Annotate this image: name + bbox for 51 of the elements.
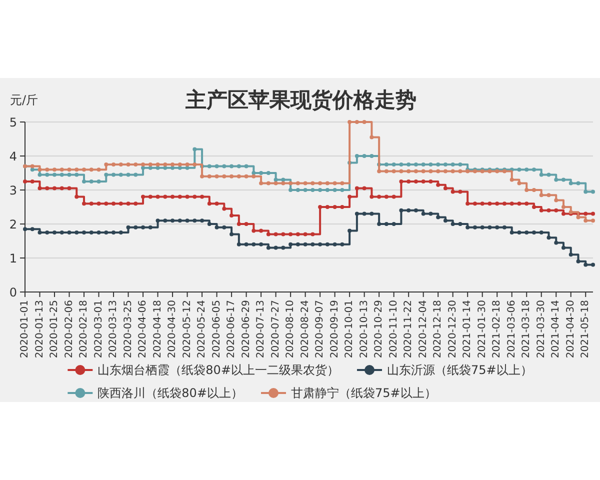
x-tick-label: 2020-07-27 bbox=[270, 300, 282, 358]
x-tick-label: 2020-12-04 bbox=[418, 300, 429, 358]
x-tick-label: 2021-01-14 bbox=[462, 300, 474, 358]
x-tick-label: 2021-05-18 bbox=[580, 300, 592, 358]
x-tick-label: 2021-04-30 bbox=[565, 300, 576, 358]
x-tick-label: 2020-05-24 bbox=[196, 300, 208, 358]
y-tick-label: 1 bbox=[9, 252, 17, 266]
x-tick-label: 2020-03-25 bbox=[122, 300, 134, 358]
x-tick-label: 2020-04-18 bbox=[152, 300, 164, 358]
x-tick-label: 2020-08-24 bbox=[300, 300, 311, 358]
x-tick-label: 2020-12-30 bbox=[447, 300, 458, 358]
y-tick-label: 3 bbox=[9, 184, 17, 198]
x-tick-label: 2020-02-18 bbox=[78, 300, 90, 358]
x-tick-label: 2021-03-30 bbox=[536, 300, 547, 358]
x-tick-label: 2021-01-30 bbox=[476, 300, 488, 358]
x-tick-label: 2020-06-17 bbox=[226, 300, 238, 358]
x-tick-label: 2020-09-19 bbox=[329, 300, 340, 358]
x-tick-label: 2020-01-25 bbox=[49, 300, 60, 358]
y-tick-label: 4 bbox=[9, 150, 17, 164]
y-axis-title: 元/斤 bbox=[10, 93, 38, 107]
legend-label: 甘肃静宁（纸袋75#以上） bbox=[291, 386, 436, 400]
x-tick-label: 2020-10-13 bbox=[358, 300, 370, 358]
x-tick-label: 2020-07-13 bbox=[256, 300, 267, 358]
x-tick-label: 2020-04-06 bbox=[138, 300, 149, 358]
x-tick-label: 2020-11-22 bbox=[403, 300, 414, 358]
x-tick-label: 2020-10-01 bbox=[344, 300, 356, 358]
x-tick-label: 2020-03-13 bbox=[108, 300, 120, 358]
y-tick-label: 5 bbox=[9, 116, 17, 130]
x-tick-label: 2020-08-10 bbox=[285, 300, 296, 358]
x-tick-label: 2021-04-14 bbox=[550, 300, 562, 358]
legend-label: 山东沂源（纸袋75#以上） bbox=[387, 363, 532, 377]
x-tick-label: 2020-03-01 bbox=[93, 300, 104, 358]
x-tick-label: 2021-03-06 bbox=[506, 300, 518, 358]
x-tick-label: 2020-11-10 bbox=[388, 300, 400, 358]
legend-label: 陕西洛川（纸袋80#以上） bbox=[98, 386, 243, 400]
x-tick-label: 2020-02-06 bbox=[64, 300, 75, 358]
x-tick-label: 2020-12-18 bbox=[432, 300, 444, 358]
x-tick-label: 2020-10-29 bbox=[374, 300, 385, 358]
x-tick-label: 2021-02-18 bbox=[492, 300, 503, 358]
x-tick-label: 2020-04-30 bbox=[167, 300, 178, 358]
legend-label: 山东烟台栖霞（纸袋80#以上一二级果农货） bbox=[98, 363, 339, 377]
x-tick-label: 2020-09-07 bbox=[314, 300, 326, 358]
x-tick-label: 2020-06-05 bbox=[211, 300, 222, 358]
x-tick-label: 2020-05-12 bbox=[182, 300, 193, 358]
chart-title: 主产区苹果现货价格走势 bbox=[184, 88, 416, 112]
y-tick-label: 0 bbox=[9, 286, 17, 300]
x-tick-label: 2020-01-13 bbox=[34, 300, 46, 358]
y-tick-label: 2 bbox=[9, 218, 17, 232]
x-tick-label: 2021-03-18 bbox=[521, 300, 532, 358]
x-tick-label: 2020-01-01 bbox=[20, 300, 30, 358]
x-tick-label: 2020-06-29 bbox=[240, 300, 252, 358]
